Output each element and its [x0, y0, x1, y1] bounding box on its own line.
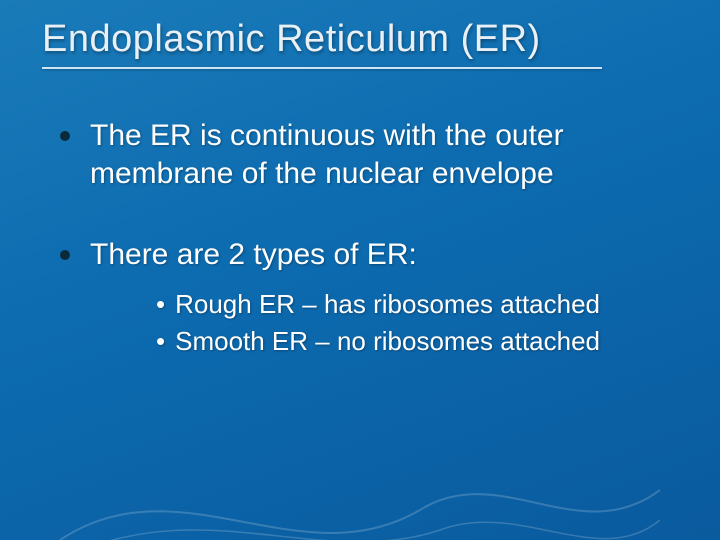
sub-bullet-marker: • — [156, 325, 165, 359]
sub-bullet-list: • Rough ER – has ribosomes attached • Sm… — [60, 288, 660, 360]
bullet-item: There are 2 types of ER: — [60, 236, 660, 274]
bullet-item: The ER is continuous with the outer memb… — [60, 117, 660, 192]
slide-content: The ER is continuous with the outer memb… — [0, 69, 720, 359]
sub-bullet-text: Rough ER – has ribosomes attached — [175, 288, 600, 322]
sub-bullet-marker: • — [156, 288, 165, 322]
bullet-dot-icon — [60, 250, 70, 260]
sub-bullet-item: • Smooth ER – no ribosomes attached — [156, 325, 660, 359]
decorative-swirl — [60, 420, 660, 540]
bullet-text: There are 2 types of ER: — [90, 236, 417, 274]
bullet-dot-icon — [60, 131, 70, 141]
bullet-text: The ER is continuous with the outer memb… — [90, 117, 660, 192]
sub-bullet-item: • Rough ER – has ribosomes attached — [156, 288, 660, 322]
slide-title: Endoplasmic Reticulum (ER) — [0, 0, 720, 61]
sub-bullet-text: Smooth ER – no ribosomes attached — [175, 325, 600, 359]
